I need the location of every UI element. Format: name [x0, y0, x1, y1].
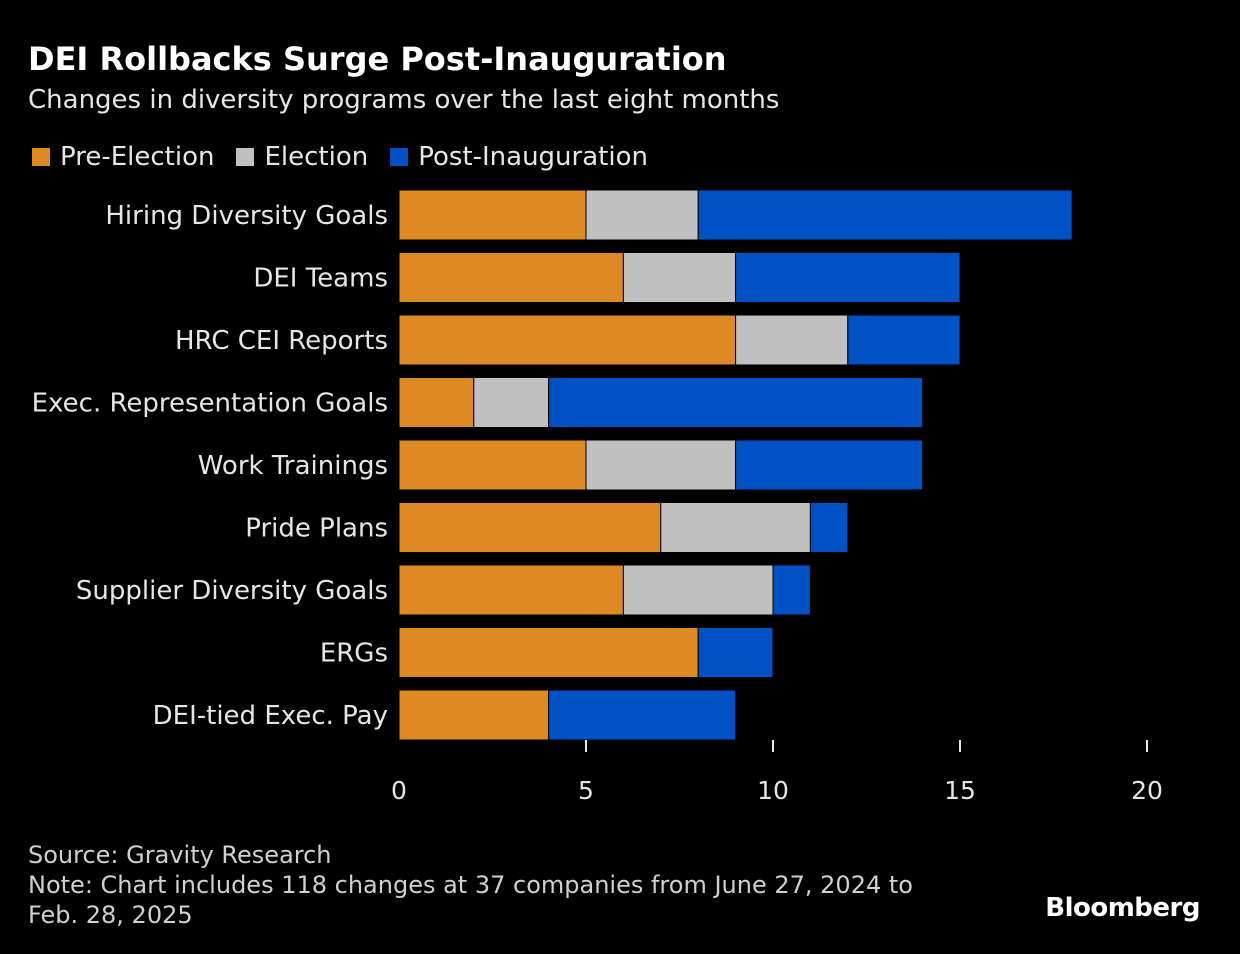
- bar-segment-pre-election: [398, 189, 587, 241]
- legend-label: Election: [264, 142, 369, 172]
- legend-item-pre-election: Pre-Election: [32, 142, 214, 172]
- bar-segment-pre-election: [398, 627, 699, 678]
- bar-segment-pre-election: [398, 252, 624, 303]
- chart-title: DEI Rollbacks Surge Post-Inauguration: [28, 40, 727, 78]
- bar-segment-post-inauguration: [809, 502, 849, 553]
- category-label: Work Trainings: [198, 451, 388, 481]
- category-label: Exec. Representation Goals: [32, 389, 388, 419]
- legend-item-election: Election: [236, 142, 368, 172]
- x-tick-label: 10: [757, 776, 789, 805]
- chart-note: Note: Chart includes 118 changes at 37 c…: [28, 871, 913, 929]
- legend-label: Pre-Election: [60, 142, 215, 172]
- category-label: DEI-tied Exec. Pay: [153, 701, 388, 731]
- bar-segment-pre-election: [398, 314, 737, 366]
- bar-segment-election: [585, 439, 737, 491]
- x-tick-label: 5: [578, 776, 594, 805]
- category-label: HRC CEI Reports: [175, 326, 388, 356]
- bar-segment-election: [660, 502, 811, 553]
- bar-segment-post-inauguration: [548, 377, 924, 428]
- x-tick-label: 15: [944, 776, 976, 805]
- bar-segment-post-inauguration: [697, 189, 1073, 241]
- chart-subtitle: Changes in diversity programs over the l…: [28, 85, 780, 115]
- bar-segment-election: [585, 189, 699, 241]
- bar-segment-post-inauguration: [735, 439, 924, 491]
- bar-segment-pre-election: [398, 689, 550, 741]
- x-tick-label: 20: [1131, 776, 1163, 805]
- bar-segment-post-inauguration: [735, 252, 961, 303]
- category-label: Pride Plans: [245, 514, 388, 544]
- category-label: DEI Teams: [253, 264, 388, 294]
- bar-segment-pre-election: [398, 439, 587, 491]
- legend: Pre-Election Election Post-Inauguration: [32, 142, 648, 172]
- bar-segment-post-inauguration: [772, 564, 811, 616]
- bloomberg-logo: Bloomberg: [1045, 893, 1200, 923]
- bar-segment-post-inauguration: [548, 689, 737, 741]
- category-label: Hiring Diversity Goals: [105, 201, 388, 231]
- bar-segment-pre-election: [398, 564, 624, 616]
- legend-item-post-inauguration: Post-Inauguration: [390, 142, 648, 172]
- legend-swatch: [390, 148, 409, 166]
- bar-segment-post-inauguration: [847, 314, 961, 366]
- bar-segment-post-inauguration: [697, 627, 774, 678]
- bar-segment-pre-election: [398, 377, 475, 428]
- bar-segment-election: [473, 377, 550, 428]
- legend-swatch: [236, 148, 255, 166]
- x-tick-label: 0: [391, 776, 407, 805]
- source-note: Source: Gravity Research: [28, 841, 332, 869]
- footer: Source: Gravity Research Note: Chart inc…: [28, 840, 968, 930]
- category-label: ERGs: [320, 639, 388, 669]
- bar-segment-election: [622, 564, 774, 616]
- legend-label: Post-Inauguration: [418, 142, 648, 172]
- legend-swatch: [32, 148, 50, 166]
- bar-segment-election: [622, 252, 737, 303]
- bar-segment-election: [735, 314, 849, 366]
- category-label: Supplier Diversity Goals: [76, 576, 388, 606]
- bar-segment-pre-election: [398, 502, 662, 553]
